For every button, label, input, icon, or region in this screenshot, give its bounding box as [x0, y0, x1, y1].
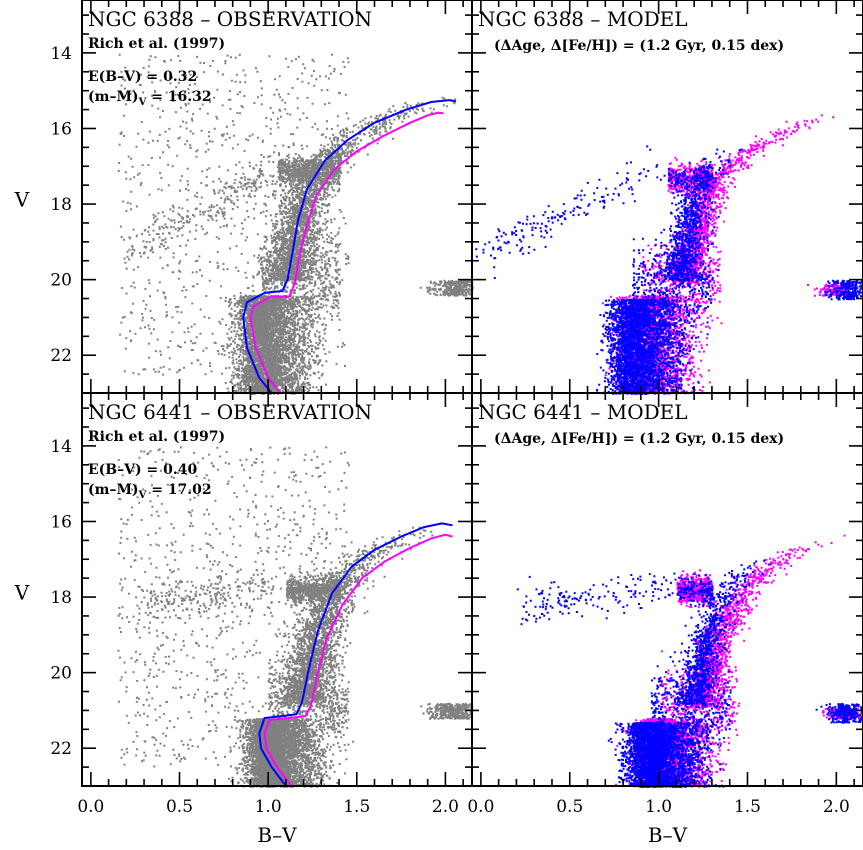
panel-title: NGC 6441 – OBSERVATION	[88, 400, 372, 424]
x-tick-label: 1.5	[343, 797, 370, 817]
model-parameters-annotation: (ΔAge, Δ[Fe/H]) = (1.2 Gyr, 0.15 dex)	[494, 38, 784, 54]
reddening-annotation: E(B–V) = 0.40	[88, 462, 197, 478]
isochrone-blue-2	[258, 522, 453, 787]
panel-frames	[81, 0, 863, 787]
isochrone-blue-0	[242, 99, 457, 394]
x-axis-label: B–V	[257, 823, 297, 847]
model-metal-poor-stars-3-marks	[516, 559, 863, 788]
model-parameters-annotation: (ΔAge, Δ[Fe/H]) = (1.2 Gyr, 0.15 dex)	[494, 431, 784, 447]
x-tick-label: 2.0	[432, 797, 459, 817]
x-axis-label: B–V	[648, 823, 688, 847]
model-metal-poor-stars-3	[516, 559, 863, 788]
y-tick-label: 16	[50, 512, 72, 532]
x-tick-label: 0.5	[166, 797, 193, 817]
observed-stars-2-marks	[117, 446, 474, 788]
model-metal-poor-stars-1	[475, 145, 863, 395]
x-tick-label: 0.5	[556, 797, 583, 817]
observed-stars-0	[117, 53, 474, 395]
distance-modulus-annotation: (m–M)V = 16.32	[88, 89, 212, 108]
reddening-annotation: E(B–V) = 0.32	[88, 69, 197, 85]
panel-title: NGC 6388 – MODEL	[478, 7, 688, 31]
isochrone-layer	[242, 99, 457, 787]
model-metal-poor-stars-1-marks	[475, 145, 863, 395]
x-tick-label: 1.5	[734, 797, 761, 817]
y-axis-label: V	[14, 581, 30, 605]
panel-frame-1	[471, 0, 863, 394]
panel-frame-0	[81, 0, 473, 394]
y-tick-label: 22	[50, 346, 72, 366]
distance-modulus-annotation: (m–M)V = 17.02	[88, 482, 212, 501]
star-points-layer	[117, 53, 863, 788]
y-tick-label: 18	[50, 588, 72, 608]
observed-stars-2	[117, 446, 474, 788]
panel-subtitle: Rich et al. (1997)	[88, 429, 225, 445]
y-tick-label: 22	[50, 739, 72, 759]
panel-title: NGC 6441 – MODEL	[478, 400, 688, 424]
x-tick-label: 0.0	[77, 797, 104, 817]
observed-stars-0-marks	[117, 53, 474, 395]
x-tick-label: 2.0	[823, 797, 850, 817]
tick-marks	[82, 0, 863, 786]
panel-title: NGC 6388 – OBSERVATION	[88, 7, 372, 31]
y-tick-label: 14	[50, 437, 72, 457]
y-tick-label: 18	[50, 195, 72, 215]
x-tick-label: 1.0	[645, 797, 672, 817]
x-tick-label: 1.0	[255, 797, 282, 817]
y-axis-label: V	[14, 188, 30, 212]
model-metal-rich-stars-1-marks	[601, 114, 861, 396]
y-tick-label: 20	[50, 664, 72, 684]
isochrone-magenta-2	[263, 533, 453, 787]
panel-subtitle: Rich et al. (1997)	[88, 36, 225, 52]
x-tick-label: 0.0	[467, 797, 494, 817]
y-tick-label: 14	[50, 44, 72, 64]
y-tick-label: 16	[50, 119, 72, 139]
model-metal-rich-stars-1	[601, 114, 861, 396]
y-tick-label: 20	[50, 271, 72, 291]
panel-frame-3	[471, 392, 863, 787]
isochrone-magenta-0	[249, 111, 444, 394]
text-layer: 14 16 18 20 22 V NGC 6388 – OBSERVATION Rich et…	[14, 7, 850, 847]
